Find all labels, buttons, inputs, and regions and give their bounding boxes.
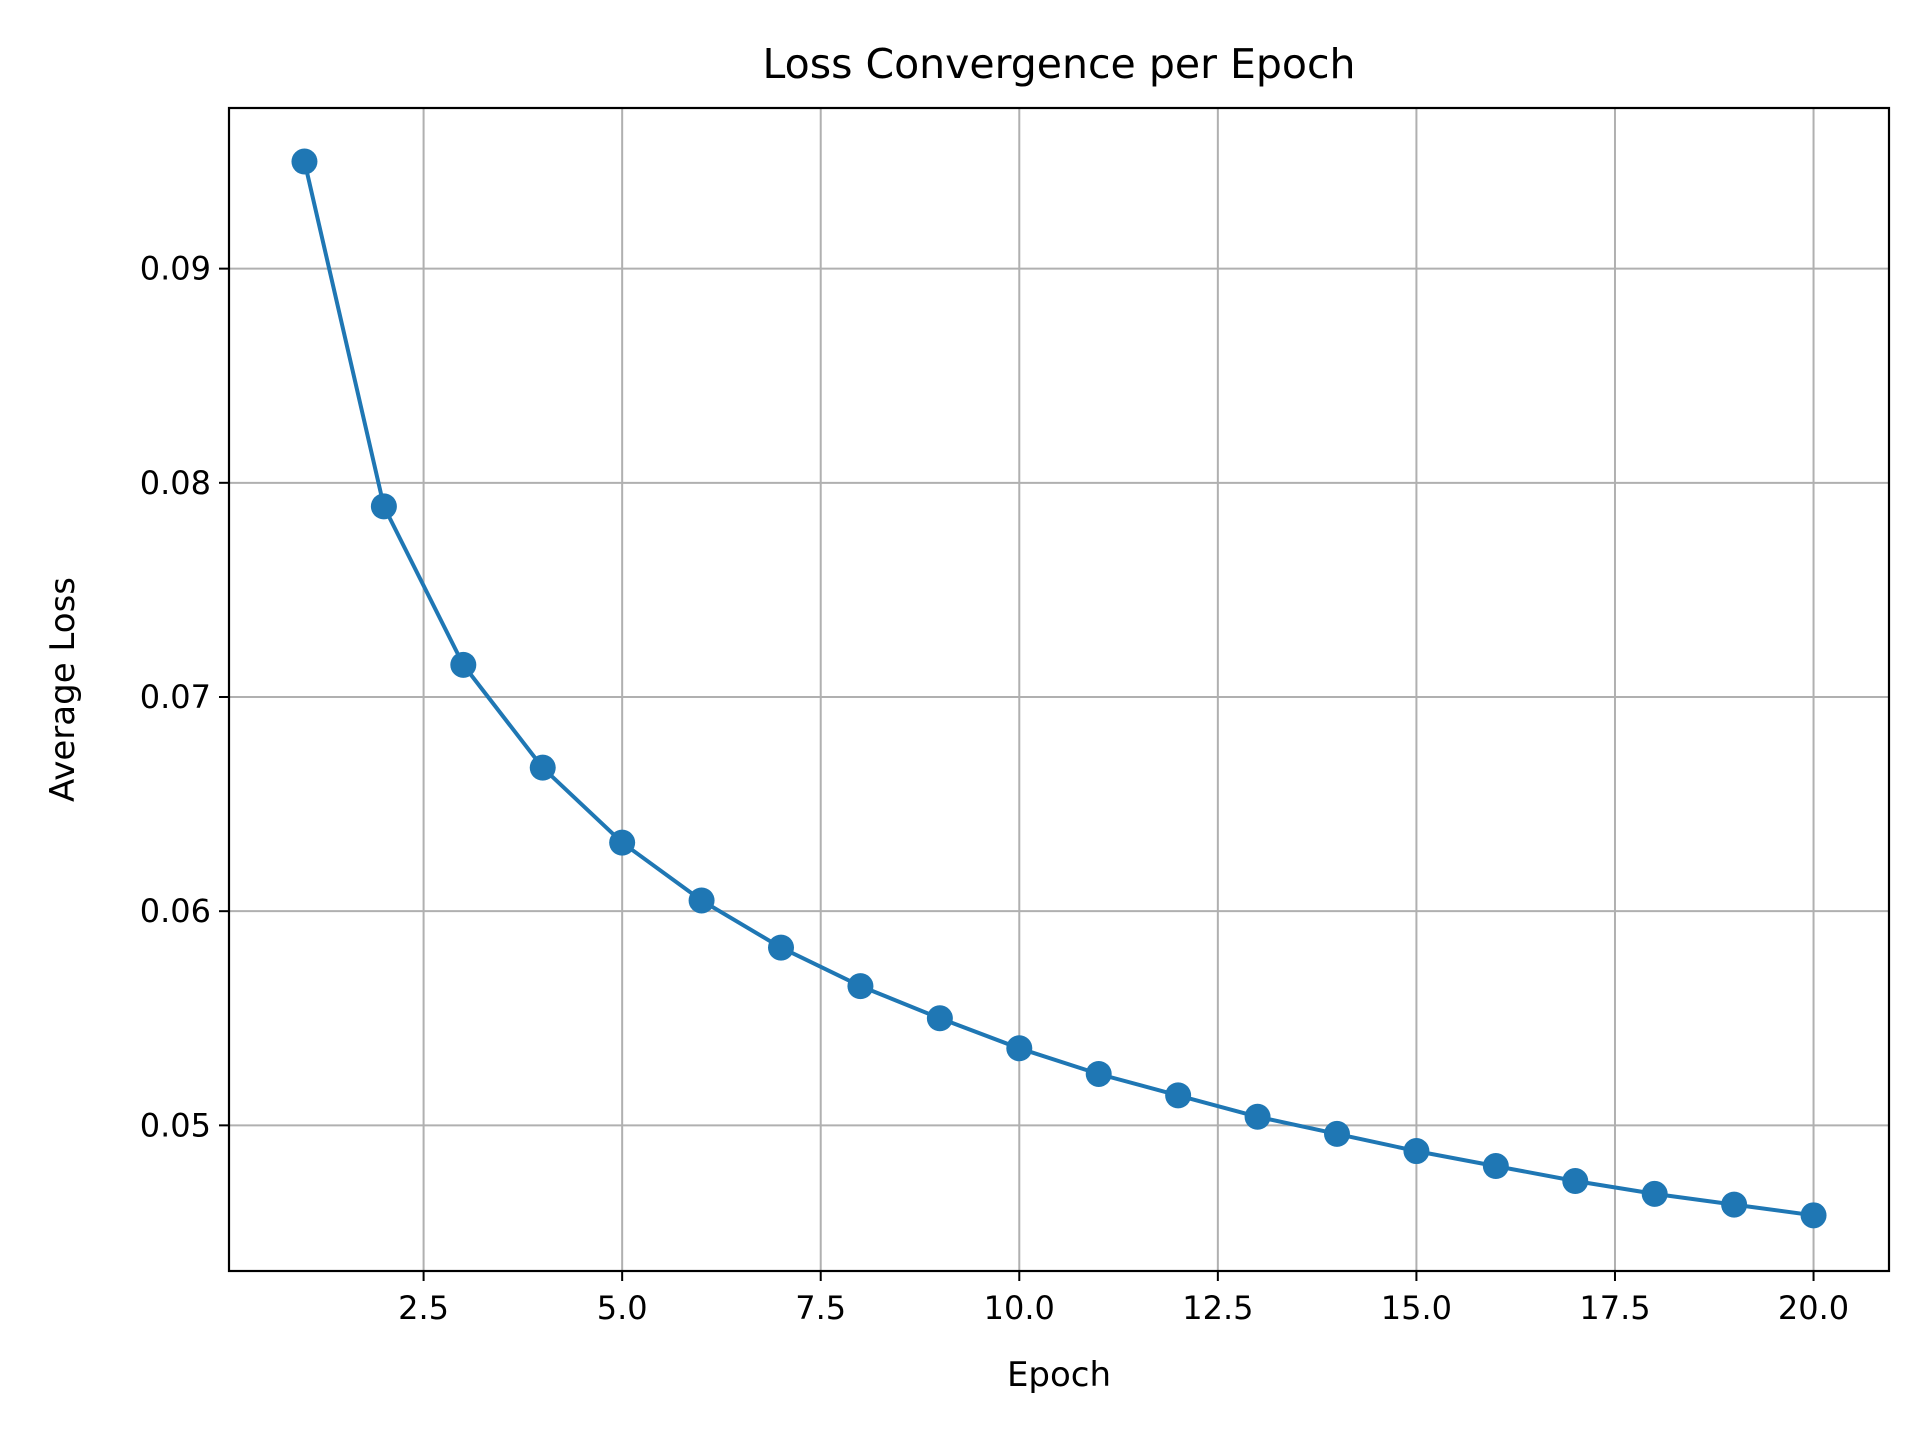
data-point (926, 1005, 953, 1032)
data-point (847, 973, 874, 1000)
x-tick-label: 17.5 (1579, 1289, 1650, 1327)
axes-layer: 2.5 5.0 7.5 10.0 12.5 15.0 17.5 20.0 0.05 0.06 0.0… (140, 106, 1891, 1327)
series-line (302, 159, 1816, 1218)
x-axis-label: Epoch (1007, 1355, 1111, 1395)
series-layer (291, 148, 1827, 1229)
data-point (1800, 1202, 1827, 1229)
y-tick-label: 0.06 (140, 892, 211, 930)
data-point (529, 754, 556, 781)
data-point (1562, 1168, 1589, 1195)
data-point (1085, 1060, 1112, 1087)
x-tick-label: 12.5 (1182, 1289, 1253, 1327)
x-tick-label: 5.0 (597, 1289, 648, 1327)
grid-layer (229, 108, 1889, 1271)
chart-title: Loss Convergence per Epoch (763, 40, 1356, 88)
x-tick-label: 10.0 (984, 1289, 1055, 1327)
data-point (1403, 1138, 1430, 1165)
x-tick-label: 20.0 (1778, 1289, 1849, 1327)
y-axis-label: Average Loss (43, 577, 83, 802)
y-tick-label: 0.05 (140, 1106, 211, 1144)
x-tick-label: 15.0 (1381, 1289, 1452, 1327)
x-tick-label: 7.5 (795, 1289, 846, 1327)
y-tick-label: 0.08 (140, 464, 211, 502)
data-point (768, 934, 795, 961)
data-point (291, 148, 318, 175)
data-point (450, 651, 477, 678)
y-tick-label: 0.09 (140, 250, 211, 288)
y-tick-label: 0.07 (140, 678, 211, 716)
data-point (1006, 1035, 1033, 1062)
plot-frame (227, 106, 1891, 1273)
data-point (1721, 1191, 1748, 1218)
data-point (1323, 1120, 1350, 1147)
data-point (1244, 1103, 1271, 1130)
data-point (688, 887, 715, 914)
data-point (370, 493, 397, 520)
data-point (1482, 1153, 1509, 1180)
x-tick-label: 2.5 (398, 1289, 449, 1327)
data-point (609, 829, 636, 856)
data-point (1165, 1082, 1192, 1109)
data-point (1641, 1180, 1668, 1207)
